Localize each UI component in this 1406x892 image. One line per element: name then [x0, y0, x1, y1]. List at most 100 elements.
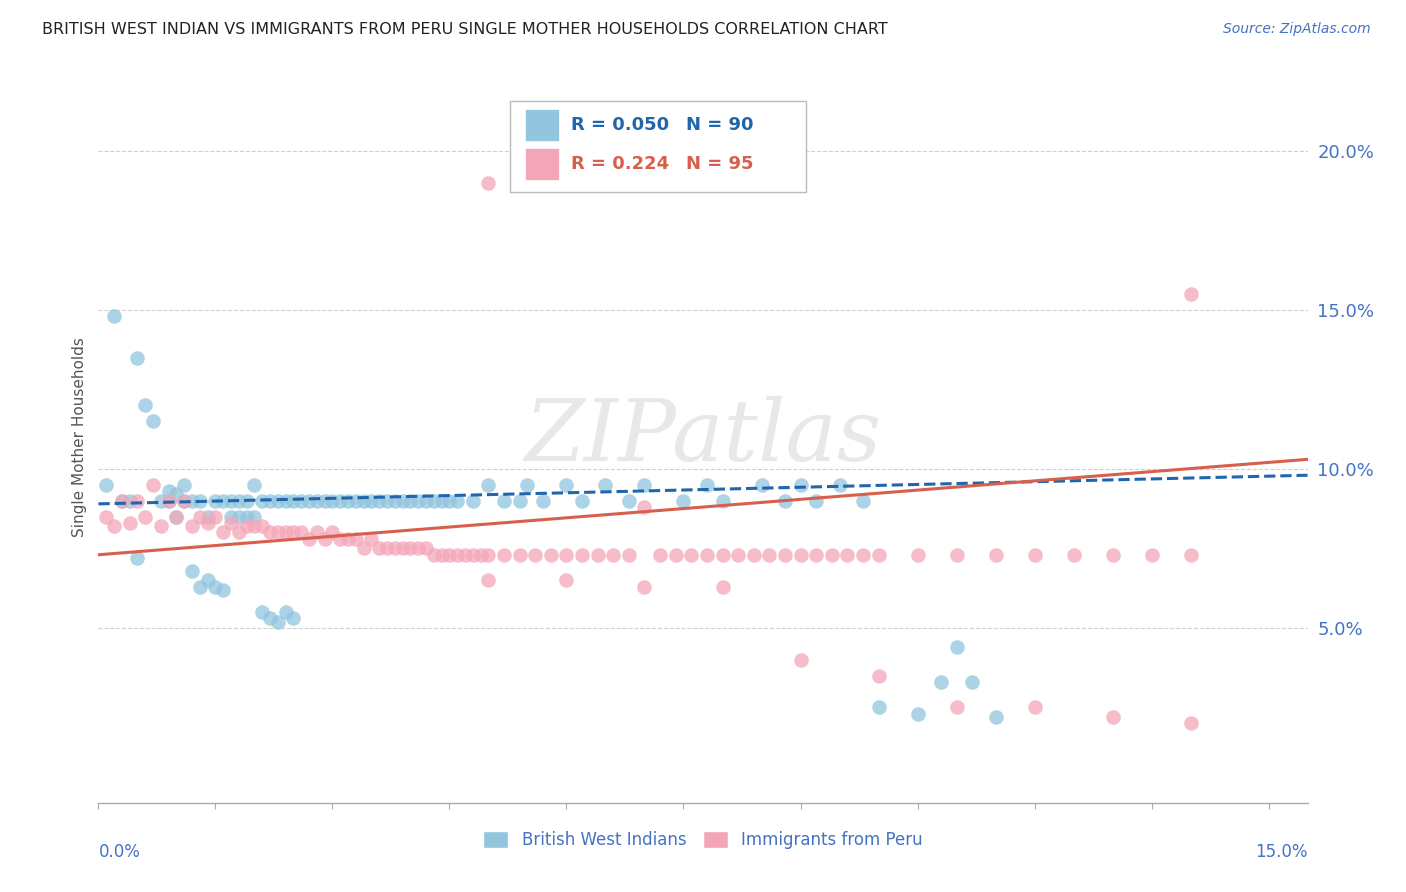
Point: [852, 548, 875, 562]
Point: [430, 493, 453, 508]
Point: [399, 493, 422, 508]
Point: [789, 653, 811, 667]
Point: [188, 509, 211, 524]
Point: [804, 493, 827, 508]
Point: [368, 493, 391, 508]
Point: [477, 573, 499, 587]
Point: [454, 548, 477, 562]
Point: [368, 541, 391, 556]
Point: [111, 493, 134, 508]
Point: [344, 493, 367, 508]
Point: [821, 548, 844, 562]
Point: [157, 493, 180, 508]
Bar: [526, 148, 560, 180]
Point: [945, 700, 967, 714]
Point: [267, 493, 290, 508]
Point: [907, 706, 929, 721]
Point: [711, 548, 734, 562]
Point: [197, 509, 219, 524]
Point: [329, 532, 352, 546]
Point: [267, 525, 290, 540]
Point: [274, 605, 297, 619]
Point: [181, 519, 204, 533]
Point: [804, 548, 827, 562]
Point: [406, 541, 429, 556]
Point: [555, 477, 578, 491]
Point: [165, 509, 187, 524]
Point: [617, 493, 640, 508]
Point: [430, 548, 453, 562]
Point: [555, 573, 578, 587]
Point: [672, 493, 695, 508]
Point: [305, 525, 328, 540]
Point: [219, 509, 242, 524]
Point: [742, 548, 765, 562]
Point: [173, 477, 195, 491]
Point: [283, 525, 305, 540]
Point: [228, 525, 250, 540]
Point: [235, 509, 257, 524]
Point: [337, 493, 360, 508]
Point: [524, 548, 547, 562]
Point: [1140, 548, 1163, 562]
Point: [727, 548, 749, 562]
Point: [984, 548, 1007, 562]
Point: [399, 541, 422, 556]
Point: [111, 493, 134, 508]
Point: [789, 548, 811, 562]
Point: [344, 532, 367, 546]
Point: [439, 548, 461, 562]
Point: [446, 493, 468, 508]
Point: [446, 548, 468, 562]
Point: [337, 532, 360, 546]
Point: [212, 493, 235, 508]
Point: [321, 493, 343, 508]
Point: [470, 548, 492, 562]
Point: [353, 541, 375, 556]
Point: [1063, 548, 1085, 562]
Point: [837, 548, 859, 562]
Point: [212, 525, 235, 540]
Point: [711, 580, 734, 594]
Point: [142, 414, 165, 428]
Point: [696, 477, 718, 491]
Point: [188, 580, 211, 594]
Point: [329, 493, 352, 508]
Point: [633, 500, 655, 514]
Point: [127, 550, 149, 565]
Point: [235, 493, 257, 508]
Point: [984, 710, 1007, 724]
Point: [423, 548, 446, 562]
Text: Source: ZipAtlas.com: Source: ZipAtlas.com: [1223, 22, 1371, 37]
Point: [197, 516, 219, 530]
Point: [274, 525, 297, 540]
Point: [929, 675, 952, 690]
Point: [360, 493, 382, 508]
Point: [305, 493, 328, 508]
Point: [477, 548, 499, 562]
Point: [259, 525, 281, 540]
Point: [696, 548, 718, 562]
Point: [252, 519, 274, 533]
Point: [868, 700, 890, 714]
Point: [375, 493, 398, 508]
Point: [173, 493, 195, 508]
Point: [415, 541, 437, 556]
Point: [165, 509, 187, 524]
Point: [1180, 716, 1202, 731]
Point: [118, 516, 141, 530]
Text: N = 90: N = 90: [686, 116, 754, 134]
Point: [1180, 548, 1202, 562]
Point: [477, 477, 499, 491]
Point: [633, 580, 655, 594]
Point: [1101, 548, 1123, 562]
Point: [142, 477, 165, 491]
Point: [960, 675, 983, 690]
Point: [219, 516, 242, 530]
Point: [665, 548, 688, 562]
Point: [173, 493, 195, 508]
Point: [868, 548, 890, 562]
Point: [648, 548, 671, 562]
Point: [391, 541, 413, 556]
Point: [212, 582, 235, 597]
